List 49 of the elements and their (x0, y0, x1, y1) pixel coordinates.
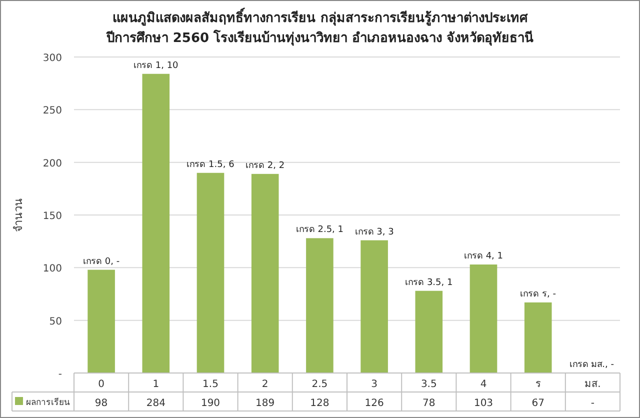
bar (524, 302, 552, 373)
chart-title: แผนภูมิแสดงผลสัมฤทธิ์ทางการเรียน กลุ่มสาระการเรียนรู้ภาษาต่างประเทศ ปีการศึกษา 2560 โรงเรียนบ้านทุ่งนาวิทยา อำเภอหนองฉาง จังหวัดอุทัยธานี (105, 7, 534, 46)
data-label: 190 (200, 398, 220, 409)
annotation: เกรด 0, - (83, 256, 120, 267)
bar (142, 74, 170, 373)
y-tick-label: 50 (49, 316, 62, 328)
y-tick-label: - (58, 369, 62, 380)
bar (88, 270, 115, 373)
annotation: เกรด 4, 1 (464, 252, 504, 262)
annotation: เกรด 3.5, 1 (405, 278, 453, 288)
data-label: 67 (532, 398, 544, 409)
x-tick-label: ร (536, 379, 542, 390)
x-tick-label: 4 (480, 379, 487, 390)
data-label: 189 (256, 398, 275, 409)
x-tick-label: 3 (371, 379, 378, 390)
bar (415, 290, 443, 373)
y-tick-label: 200 (42, 158, 62, 170)
annotation: เกรด มส., - (569, 360, 614, 370)
annotation: เกรด 2.5, 1 (296, 225, 344, 236)
x-tick-label: 1.5 (202, 379, 218, 390)
y-tick-label: 150 (42, 211, 62, 222)
data-label: 128 (310, 398, 330, 409)
annotation: เกรด 1, 10 (134, 60, 179, 71)
legend-label: ผลการเรียน (26, 397, 70, 408)
y-tick-label: 100 (42, 264, 62, 275)
data-label: 126 (364, 398, 384, 409)
bar (251, 174, 279, 373)
data-label: 98 (94, 398, 108, 409)
data-label: 78 (422, 398, 436, 409)
annotation: เกรด 2, 2 (246, 160, 285, 171)
x-tick-label: 2.5 (312, 379, 328, 390)
bar (196, 172, 224, 373)
bar (470, 264, 498, 373)
data-label: 103 (474, 398, 494, 409)
data-label: 284 (146, 398, 166, 409)
y-tick-label: 300 (42, 53, 62, 64)
bar (360, 240, 388, 373)
x-tick-label: 1 (152, 379, 160, 390)
x-tick-label: 3.5 (420, 379, 437, 390)
x-tick-label: มส. (584, 379, 601, 390)
bar (306, 238, 334, 373)
y-axis-title: จำนวน (12, 198, 25, 232)
annotation: เกรด 3, 3 (354, 227, 394, 238)
y-tick-label: 250 (42, 106, 62, 117)
x-tick-label: 0 (98, 379, 104, 390)
x-tick-label: 2 (262, 379, 268, 390)
annotation: เกรด ร, - (520, 289, 556, 300)
annotation: เกรด 1.5, 6 (186, 160, 235, 170)
text: - (590, 398, 595, 409)
